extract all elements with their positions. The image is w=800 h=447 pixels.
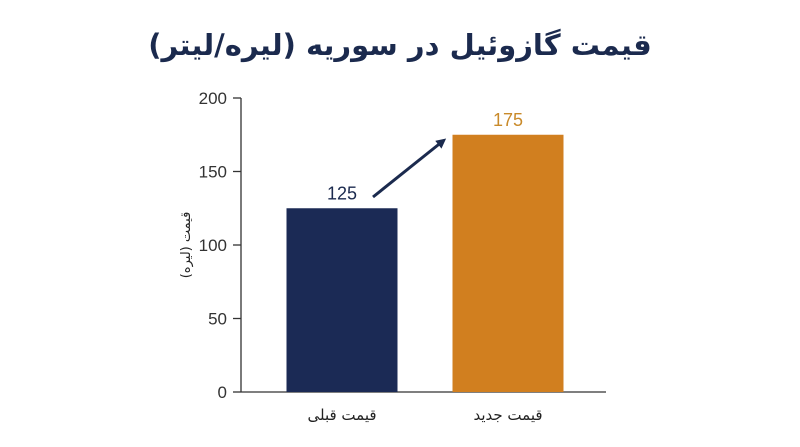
y-tick-label: 200	[199, 89, 227, 108]
chart-title: قیمت گازوئیل در سوریه (لیره/لیتر)	[148, 28, 652, 62]
y-tick-label: 0	[218, 383, 227, 402]
bar-2	[452, 134, 564, 392]
data-label-1: 125	[327, 183, 357, 203]
increase-arrow-icon	[372, 138, 447, 199]
y-tick-label: 150	[199, 163, 227, 182]
data-label-2: 175	[493, 110, 523, 130]
category-label-2: قیمت جدید	[473, 406, 542, 424]
category-label-1: قیمت قبلی	[307, 406, 376, 424]
y-axis-label: قیمت (لیره)	[179, 212, 194, 279]
y-tick-label: 50	[208, 310, 227, 329]
y-tick-label: 100	[199, 236, 227, 255]
bar-1	[286, 208, 398, 392]
